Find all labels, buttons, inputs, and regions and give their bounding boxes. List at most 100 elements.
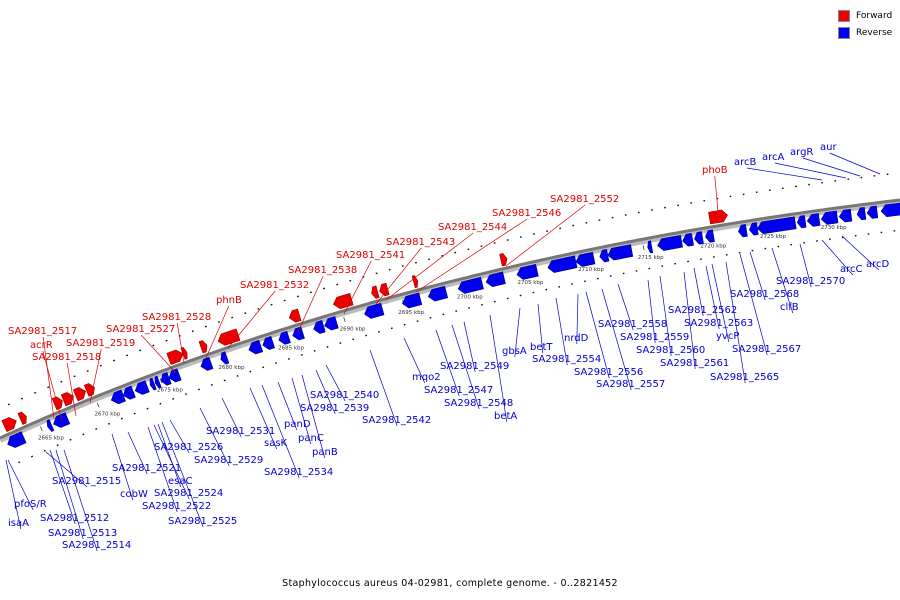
reverse-guide-dot [210,383,213,386]
reverse-leader-line [199,407,230,467]
reverse-gene-label: SA2981_2534 [264,467,333,478]
reverse-gene-arrow [599,248,610,263]
reverse-gene-label: pfoS/R [14,499,47,510]
reverse-gene-arrow [168,368,182,383]
kbp-tick [96,402,100,408]
forward-guide-dot [86,369,89,372]
reverse-leader-line [45,451,88,488]
reverse-leader-line [585,291,610,379]
kbp-tick [159,378,163,384]
reverse-gene-arrow [7,431,27,448]
kbp-tick-label: 2680 kbp [219,365,245,371]
forward-gene-arrow [371,285,380,299]
reverse-gene-label: aur [820,142,837,153]
forward-leader-line [66,362,77,417]
forward-gene-label: SA2981_2538 [288,265,357,276]
legend-reverse[interactable]: Reverse [838,26,892,40]
reverse-gene-label: SA2981_2567 [732,344,801,355]
reverse-leader-line [725,261,746,384]
reverse-leader-line [451,324,480,410]
reverse-gene-label: SA2981_2568 [730,289,799,300]
reverse-guide-dot [197,388,200,391]
reverse-gene-arrow [657,234,683,251]
reverse-gene-label: SA2981_2558 [598,319,667,330]
forward-gene-label: acrR [30,340,53,351]
forward-gene-arrow [217,328,241,346]
reverse-gene-arrow [516,264,539,280]
kbp-tick-label: 2700 kbp [457,295,483,301]
reverse-guide-dot [107,422,111,425]
reverse-gene-arrow [122,385,136,400]
reverse-leader-line [403,337,426,384]
reverse-leader-line [829,152,881,175]
reverse-gene-label: sasK [264,438,288,449]
reverse-leader-line [301,374,326,459]
reverse-gene-label: betA [494,411,517,422]
reverse-leader-line [705,265,720,330]
kbp-tick-label: 2710 kbp [578,267,604,273]
forward-guide-dot [112,359,116,362]
reverse-gene-arrow [457,276,484,294]
reverse-gene-arrow [134,380,150,395]
reverse-gene-label: yvcP [716,331,739,342]
reverse-gene-label: arcD [866,259,890,270]
reverse-guide-dot [95,428,98,430]
kbp-tick [343,316,346,322]
reverse-gene-label: arcB [734,157,757,168]
reverse-gene-label: SA2981_2513 [48,528,117,539]
forward-guide-dot [191,330,194,333]
legend-forward[interactable]: Forward [838,9,892,23]
forward-leader-line [140,334,177,374]
reverse-leader-line [749,251,766,301]
reverse-leader-line [153,424,190,500]
kbp-tick-label: 2670 kbp [95,412,121,418]
forward-leader-line [714,175,719,213]
reverse-gene-arrow [149,377,157,391]
forward-guide-dot [231,316,234,319]
forward-guide-dot [165,339,168,342]
reverse-gene-arrow [220,351,230,365]
forward-gene-arrow [288,308,302,323]
forward-guide-dot [139,349,142,352]
reverse-gene-arrow [200,356,214,371]
forward-gene-arrow [198,340,208,354]
reverse-gene-label: SA2981_2556 [574,367,643,378]
kbp-tick-label: 2715 kbp [638,255,664,261]
forward-swatch [838,10,850,22]
forward-guide-dot [60,380,63,383]
reverse-leader-line [821,239,854,276]
forward-leader-line [205,305,230,359]
reverse-gene-arrow [880,202,900,218]
reverse-leader-line [111,433,134,501]
reverse-leader-line [435,329,460,397]
reverse-guide-dot [275,362,278,365]
reverse-leader-line [261,384,300,479]
reverse-swatch [838,27,850,39]
forward-gene-label: SA2981_2532 [240,280,309,291]
reverse-guide-dot [30,455,34,458]
forward-gene-arrow [72,387,86,402]
reverse-gene-label: SA2981_2525 [168,516,237,527]
reverse-guide-dot [249,370,252,373]
forward-guide-dot [257,307,260,310]
reverse-gene-label: SA2981_2549 [440,361,509,372]
reverse-gene-arrow [749,222,759,236]
forward-leader-line [297,275,324,333]
reverse-gene-arrow [838,208,853,223]
forward-guide-dot [20,397,24,400]
reverse-gene-label: SA2981_2542 [362,415,431,426]
reverse-guide-dot [262,366,265,369]
reverse-gene-label: isaA [8,518,29,529]
forward-guide-dot [204,325,207,328]
reverse-gene-label: SA2981_2524 [154,488,223,499]
reverse-guide-dot [236,375,239,377]
reverse-leader-line [249,387,278,450]
reverse-gene-label: panD [284,419,311,430]
forward-gene-label: SA2981_2517 [8,326,77,337]
reverse-leader-line [277,381,298,431]
forward-leader-line [42,350,63,422]
forward-guide-dot [126,354,129,357]
reverse-leader-line [802,157,861,177]
forward-guide-dot [34,391,37,394]
reverse-gene-arrow [806,213,821,227]
